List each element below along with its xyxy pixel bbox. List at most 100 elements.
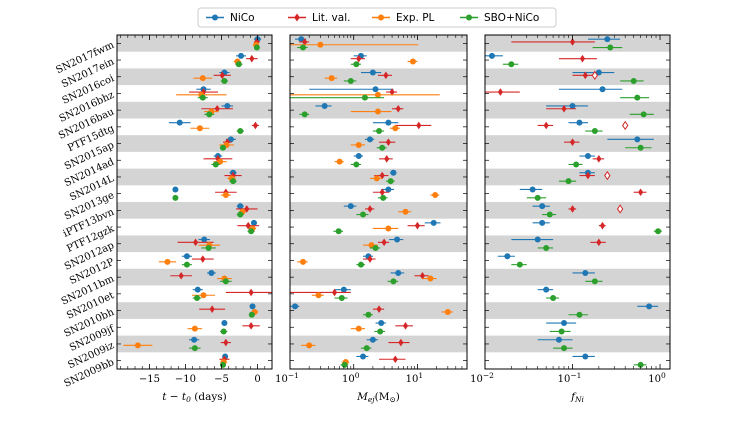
sbo-point [637, 361, 644, 368]
sbo-point [637, 144, 644, 151]
nico-point [224, 102, 231, 109]
nico-point [582, 269, 589, 276]
sbo-point [248, 228, 255, 235]
exp-point [317, 41, 324, 48]
nico-point [201, 236, 208, 243]
sbo-point [591, 128, 598, 135]
nico-point [390, 169, 397, 176]
sbo-point [199, 94, 206, 101]
row-band [117, 101, 272, 119]
x-axis-label: fNi [570, 391, 584, 404]
sbo-point [222, 278, 229, 285]
x-tick-label: 10−2 [470, 371, 494, 385]
nico-point [634, 136, 641, 143]
lit-point [383, 71, 389, 80]
sbo-point [516, 261, 523, 268]
exp-point [164, 258, 171, 265]
lit-point [419, 271, 426, 280]
row-band [117, 135, 272, 152]
sbo-point [360, 211, 367, 218]
legend-marker [466, 14, 472, 21]
nico-point [385, 119, 392, 126]
lit-point [543, 121, 549, 130]
sbo-point [390, 278, 397, 285]
sbo-point [353, 61, 360, 68]
exp-point [374, 91, 381, 98]
nico-point [569, 102, 576, 109]
row-band [485, 168, 670, 186]
lit-point [585, 171, 591, 180]
sbo-point [558, 328, 565, 335]
sbo-point [253, 44, 260, 51]
row-band [290, 35, 467, 52]
lit-point [244, 205, 250, 213]
sbo-point [212, 161, 219, 168]
exp-point [315, 292, 322, 299]
nico-point [292, 303, 299, 310]
x-tick-label: −15 [139, 374, 160, 385]
nico-point [249, 303, 256, 310]
sbo-point [221, 77, 228, 84]
lit-point [223, 338, 229, 347]
sbo-point [365, 311, 372, 318]
nico-point [599, 86, 606, 93]
nico-point [504, 253, 511, 260]
nico-point [250, 219, 257, 226]
sbo-point [576, 311, 583, 318]
sbo-point [237, 211, 244, 218]
lit-point [384, 155, 390, 163]
lit-point [579, 54, 586, 63]
row-band [117, 302, 272, 319]
exp-point [355, 325, 362, 332]
lit-point [385, 138, 391, 146]
row-band [485, 268, 670, 286]
row-band [117, 35, 272, 52]
legend-label: Exp. PL [396, 12, 435, 24]
nico-point [539, 219, 546, 226]
row-band [290, 68, 467, 86]
exp-point [196, 125, 203, 132]
nico-point [385, 186, 392, 193]
nico-point [561, 320, 568, 327]
lit-point [596, 238, 602, 247]
nico-point [430, 219, 437, 226]
sbo-point [363, 345, 370, 352]
lit-point [389, 88, 395, 96]
panel-frame [484, 34, 671, 370]
row-band [485, 68, 670, 86]
sbo-point [341, 361, 348, 368]
lit-point [569, 38, 576, 46]
exp-point [200, 292, 207, 299]
nico-point [208, 269, 215, 276]
nico-point [360, 353, 367, 360]
sbo-point [655, 228, 662, 235]
exp-point [336, 158, 343, 165]
lit-point [379, 171, 385, 180]
sbo-point [205, 244, 212, 251]
row-band [485, 302, 670, 319]
row-band [485, 335, 670, 353]
legend-label: Lit. val. [312, 12, 350, 24]
sbo-point [380, 194, 387, 201]
nico-point [176, 119, 183, 126]
lit-point [395, 104, 401, 113]
sbo-point [357, 261, 364, 268]
sbo-point [565, 178, 572, 185]
nico-point [355, 153, 362, 160]
row-band [290, 202, 467, 219]
x-tick-label: 10−1 [558, 371, 582, 385]
nico-point [584, 153, 591, 160]
nico-point [555, 336, 562, 343]
exp-point [374, 108, 381, 115]
legend-marker [294, 13, 300, 22]
sbo-point [634, 94, 641, 101]
x-tick-label: −10 [175, 374, 196, 385]
lit-point [402, 322, 409, 330]
lit-point [249, 54, 255, 63]
exp-point [444, 308, 451, 315]
nico-point [604, 36, 611, 43]
lit-point [582, 71, 588, 80]
x-tick-label: 101 [406, 371, 424, 385]
nico-point [529, 186, 536, 193]
sbo-point [248, 311, 255, 318]
